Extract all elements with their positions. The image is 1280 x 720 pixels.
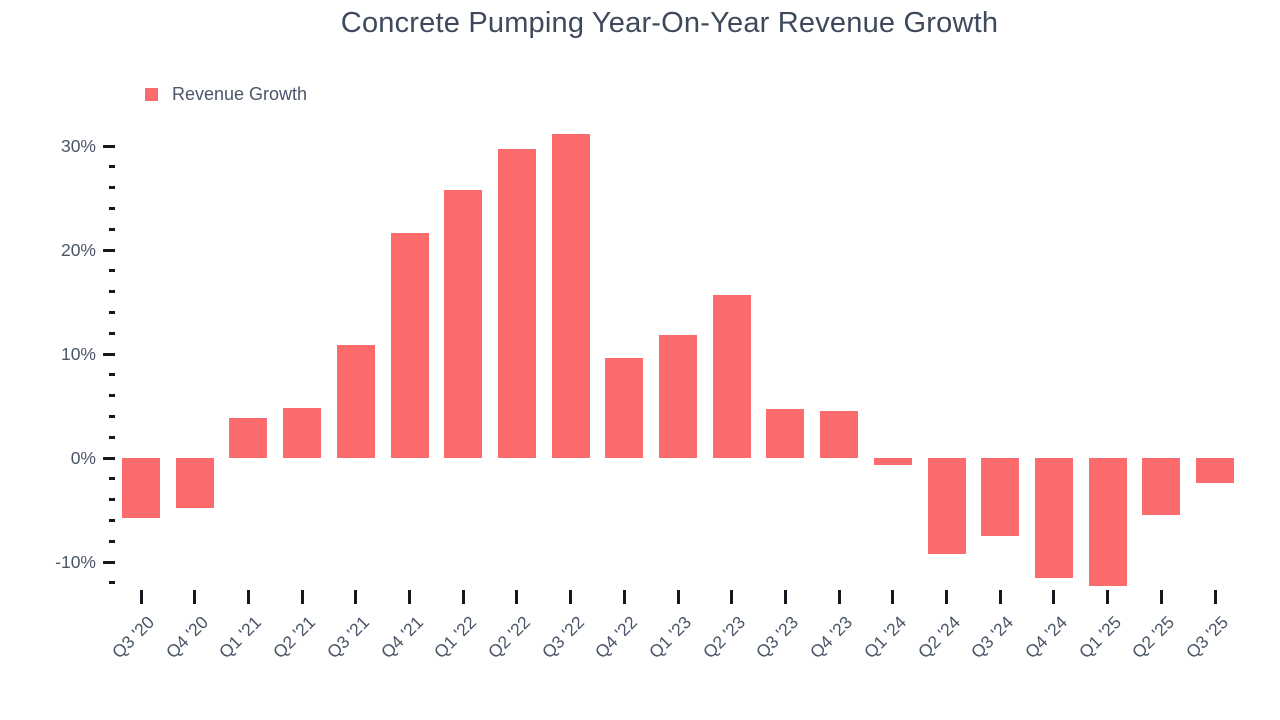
chart-title: Concrete Pumping Year-On-Year Revenue Gr… [340,7,999,39]
bar [390,233,429,458]
bar [873,458,912,466]
x-axis-tick-label: Q3 '20 [107,612,159,663]
x-axis-tick-label: Q3 '23 [752,612,803,663]
x-axis-tick-label: Q1 '25 [1074,612,1125,663]
bar [820,411,859,458]
y-axis-tick-label: -10% [55,552,96,572]
x-axis-tick [408,590,411,604]
x-axis-tick-label: Q3 '25 [1181,612,1233,663]
x-axis-tick-label: Q2 '22 [483,612,535,663]
bar [1034,458,1073,578]
x-axis-tick [1106,590,1110,604]
x-axis-tick-label: Q2 '21 [269,612,320,663]
legend-swatch-icon [145,88,158,101]
bar [927,458,966,554]
bar [766,409,805,458]
x-axis-tick [1052,590,1056,604]
y-axis-minor-tick [109,581,115,585]
x-axis-tick [139,590,143,604]
y-axis-tick-label: 30% [60,136,96,156]
y-axis-minor-tick [109,206,115,210]
bar [605,358,644,458]
y-axis-major-tick [103,456,115,460]
legend-label: Revenue Growth [172,84,308,104]
legend: Revenue Growth [145,84,307,105]
y-axis-minor-tick [109,539,115,543]
y-axis-minor-tick [109,227,115,231]
x-axis-tick [837,590,841,604]
bar [712,294,751,458]
y-axis-major-tick [103,144,115,148]
bar [1196,458,1234,483]
bar [175,458,214,508]
y-axis-tick-label: 10% [60,344,96,364]
y-axis-minor-tick [109,310,115,314]
x-axis-tick [193,590,197,604]
x-axis-tick-label: Q3 '21 [322,612,373,663]
x-axis-tick [998,590,1002,604]
x-axis-tick-label: Q1 '22 [430,612,481,663]
x-axis-tick-label: Q1 '23 [644,612,696,663]
x-axis-tick [246,590,250,604]
y-axis-minor-tick [109,498,115,502]
y-axis-tick-label: 20% [60,240,96,260]
x-axis-tick-label: Q2 '23 [698,612,749,663]
bar [229,418,268,458]
bar [283,408,322,458]
bar [122,458,160,519]
bar [551,133,590,458]
y-axis-major-tick [103,560,115,564]
x-axis-tick [515,590,519,604]
y-axis-minor-tick [109,435,115,439]
bar [1088,458,1127,586]
x-axis-tick [622,590,626,604]
x-axis-tick-label: Q3 '22 [537,612,588,663]
x-axis-tick-label: Q2 '25 [1128,612,1179,663]
y-axis-major-tick [103,248,115,252]
bar [497,149,536,458]
x-axis-tick-label: Q4 '20 [161,612,212,663]
x-axis-tick-label: Q1 '21 [215,612,266,663]
x-axis-tick [300,590,304,604]
y-axis-minor-tick [109,394,115,398]
y-axis-minor-tick [109,414,115,418]
x-axis-tick [945,590,948,604]
x-axis-tick [1213,590,1217,604]
x-axis-tick [730,590,734,604]
x-axis-tick [1159,590,1163,604]
y-axis-minor-tick [109,477,115,481]
x-axis-tick [783,590,787,604]
bar [444,189,483,458]
y-axis-minor-tick [109,373,115,377]
x-axis-tick-label: Q4 '23 [806,612,857,663]
x-axis-tick-label: Q2 '24 [913,612,964,663]
y-axis-minor-tick [109,290,115,294]
bar [659,335,697,458]
x-axis-tick [461,590,465,604]
y-axis-minor-tick [109,186,115,190]
x-axis-tick [569,590,573,604]
bar [336,344,375,458]
y-axis-minor-tick [109,269,115,273]
x-axis-tick-label: Q3 '24 [967,612,1018,663]
y-axis-minor-tick [109,518,115,522]
y-axis-minor-tick [109,331,115,335]
x-axis-tick-label: Q4 '21 [376,612,427,663]
x-axis-tick-label: Q4 '24 [1020,612,1072,663]
x-axis-tick-label: Q4 '22 [591,612,642,663]
x-axis-tick-label: Q1 '24 [859,612,910,663]
y-axis-minor-tick [109,165,115,169]
x-axis-tick [891,590,895,604]
x-axis-tick [354,590,358,604]
y-axis-tick-label: 0% [70,448,96,468]
y-axis-major-tick [103,352,115,356]
x-axis-tick [676,590,680,604]
bar [1142,458,1181,516]
bar [981,458,1020,536]
